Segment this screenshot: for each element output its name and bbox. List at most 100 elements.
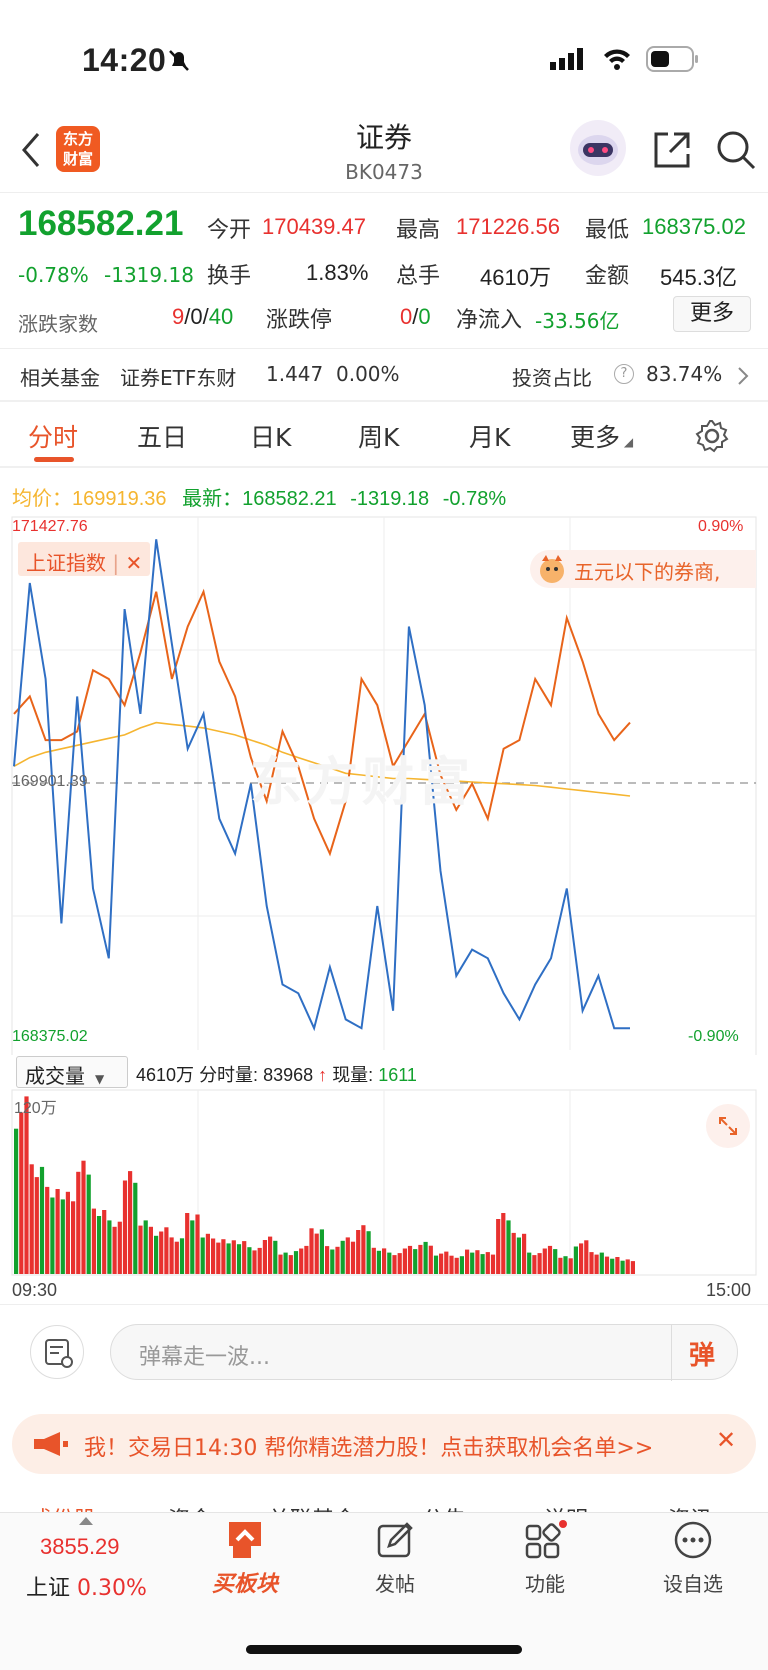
chevron-right-icon bbox=[738, 367, 749, 385]
volume-bar bbox=[454, 1257, 459, 1274]
bottom-nav bbox=[0, 1512, 768, 1670]
volume-bar bbox=[257, 1247, 262, 1274]
bottom-tabs-partial: 成份股 资金 关联基金 公告 说明 资讯 bbox=[0, 1500, 768, 1514]
avg-label: 均价： bbox=[12, 488, 72, 510]
megaphone-icon bbox=[34, 1432, 68, 1456]
volume-bar bbox=[579, 1243, 584, 1274]
volume-bar bbox=[527, 1252, 532, 1274]
close-banner-icon[interactable]: ✕ bbox=[716, 1426, 737, 1454]
promo-chip[interactable]: 五元以下的券商, bbox=[530, 550, 756, 588]
volume-bar bbox=[537, 1253, 542, 1274]
index-line bbox=[13, 588, 631, 857]
change-value: -1319.18 bbox=[104, 263, 194, 287]
index-value[interactable]: 3855.29 bbox=[40, 1534, 120, 1559]
status-bar: 14:20 bbox=[0, 0, 768, 110]
pct-top-label: 0.90% bbox=[698, 518, 744, 535]
volume-max-label: 120万 bbox=[14, 1100, 57, 1117]
more-dots-icon bbox=[674, 1521, 712, 1559]
volume-bar bbox=[475, 1250, 480, 1274]
help-icon[interactable]: ? bbox=[614, 364, 634, 384]
volume-bar bbox=[382, 1248, 387, 1274]
chevron-down-icon: ▼ bbox=[95, 1072, 105, 1086]
buy-block-icon bbox=[229, 1522, 261, 1558]
tab-week-k[interactable]: 周K bbox=[358, 423, 400, 452]
volume-bar bbox=[330, 1249, 335, 1274]
watermark: 东方财富 bbox=[250, 753, 475, 813]
volume-bar bbox=[376, 1250, 381, 1274]
edit-icon bbox=[377, 1522, 413, 1558]
volume-bar bbox=[356, 1230, 361, 1274]
related-fund-row[interactable]: 相关基金 证券ETF东财 1.447 0.00% 投资占比 ? 83.74% bbox=[0, 350, 768, 400]
fund-value: 1.447 bbox=[266, 362, 324, 386]
amount-value: 545.3亿 bbox=[660, 265, 738, 290]
volume-selector[interactable]: 成交量 ▼ bbox=[16, 1056, 128, 1088]
close-icon: ✕ bbox=[125, 551, 143, 575]
related-fund-label: 相关基金 bbox=[20, 366, 100, 390]
pct-bottom-label: -0.90% bbox=[688, 1028, 739, 1045]
volume-bar bbox=[610, 1258, 615, 1274]
volume-bar bbox=[584, 1240, 589, 1274]
volume-bar bbox=[159, 1231, 164, 1274]
volume-bar bbox=[278, 1254, 283, 1274]
buy-block-button[interactable]: 买板块 bbox=[200, 1518, 290, 1598]
up-triangle-icon bbox=[79, 1517, 93, 1525]
search-icon[interactable] bbox=[714, 128, 758, 172]
volume-bar bbox=[325, 1246, 330, 1274]
tab-intraday[interactable]: 分时 bbox=[28, 423, 79, 452]
robot-assistant-icon[interactable] bbox=[570, 120, 626, 176]
tab-five-day[interactable]: 五日 bbox=[137, 423, 188, 452]
comment-list-icon[interactable] bbox=[30, 1325, 84, 1379]
tab-day-k[interactable]: 日K bbox=[250, 423, 292, 452]
volume-bar bbox=[402, 1248, 407, 1274]
turnover-label: 换手 bbox=[207, 264, 252, 289]
volume-bar bbox=[34, 1177, 39, 1274]
latest-pct: -0.78% bbox=[442, 488, 507, 510]
volume-value: 4610万 bbox=[480, 265, 551, 290]
active-tab-indicator bbox=[34, 457, 74, 462]
intraday-chart[interactable] bbox=[0, 510, 768, 1055]
volume-bar bbox=[506, 1220, 511, 1274]
volume-bar bbox=[128, 1171, 133, 1274]
time-end-label: 15:00 bbox=[706, 1280, 752, 1300]
volume-bar bbox=[625, 1259, 630, 1274]
volume-bar bbox=[490, 1254, 496, 1274]
volume-bar bbox=[366, 1231, 371, 1274]
volume-bar bbox=[371, 1247, 376, 1274]
fund-change: 0.00% bbox=[336, 362, 400, 386]
volume-bar bbox=[335, 1246, 340, 1274]
danmu-button[interactable]: 弹 bbox=[689, 1341, 716, 1371]
latest-change: -1319.18 bbox=[350, 488, 430, 510]
share-icon[interactable] bbox=[650, 128, 694, 172]
volume-bar bbox=[195, 1214, 200, 1274]
volume-bar bbox=[599, 1252, 604, 1274]
volume-bar bbox=[423, 1241, 428, 1274]
volume-bar bbox=[392, 1255, 397, 1274]
promo-banner[interactable]: 我！交易日14:30 帮你精选潜力股！点击获取机会名单>> ✕ bbox=[12, 1414, 756, 1474]
more-quote-button[interactable]: 更多 bbox=[673, 296, 751, 332]
volume-bar bbox=[319, 1229, 324, 1274]
function-button[interactable]: 功能 bbox=[500, 1520, 590, 1597]
volume-bar bbox=[304, 1245, 309, 1274]
volume-bar bbox=[216, 1242, 221, 1274]
settings-gear-icon[interactable] bbox=[694, 418, 730, 454]
volume-bar bbox=[102, 1210, 107, 1274]
volume-bar bbox=[45, 1186, 50, 1274]
tab-month-k[interactable]: 月K bbox=[469, 423, 511, 452]
volume-bar bbox=[568, 1258, 573, 1274]
index-overlay-tag[interactable]: 上证指数 | ✕ bbox=[18, 542, 151, 576]
volume-bar bbox=[563, 1256, 568, 1275]
back-icon[interactable] bbox=[18, 130, 44, 170]
limit-label: 涨跌停 bbox=[266, 308, 333, 333]
add-watchlist-button[interactable]: 设自选 bbox=[648, 1520, 738, 1597]
volume-bar bbox=[558, 1257, 563, 1274]
danmu-input[interactable]: 弹幕走一波... 弹 bbox=[110, 1324, 738, 1381]
limit-counts: 0/0 bbox=[400, 304, 431, 329]
post-button[interactable]: 发帖 bbox=[350, 1520, 440, 1597]
ratio-label: 投资占比 bbox=[512, 366, 592, 390]
volume-bar bbox=[470, 1252, 475, 1274]
volume-bar bbox=[444, 1251, 449, 1274]
expand-icon[interactable] bbox=[706, 1104, 750, 1148]
tab-more[interactable]: 更多 ◢ bbox=[570, 423, 634, 452]
index-ticker[interactable]: 上证 0.30% bbox=[26, 1576, 147, 1601]
volume-stats: 4610万 分时量: 83968 ↑ 现量: 1611 bbox=[136, 1065, 417, 1085]
